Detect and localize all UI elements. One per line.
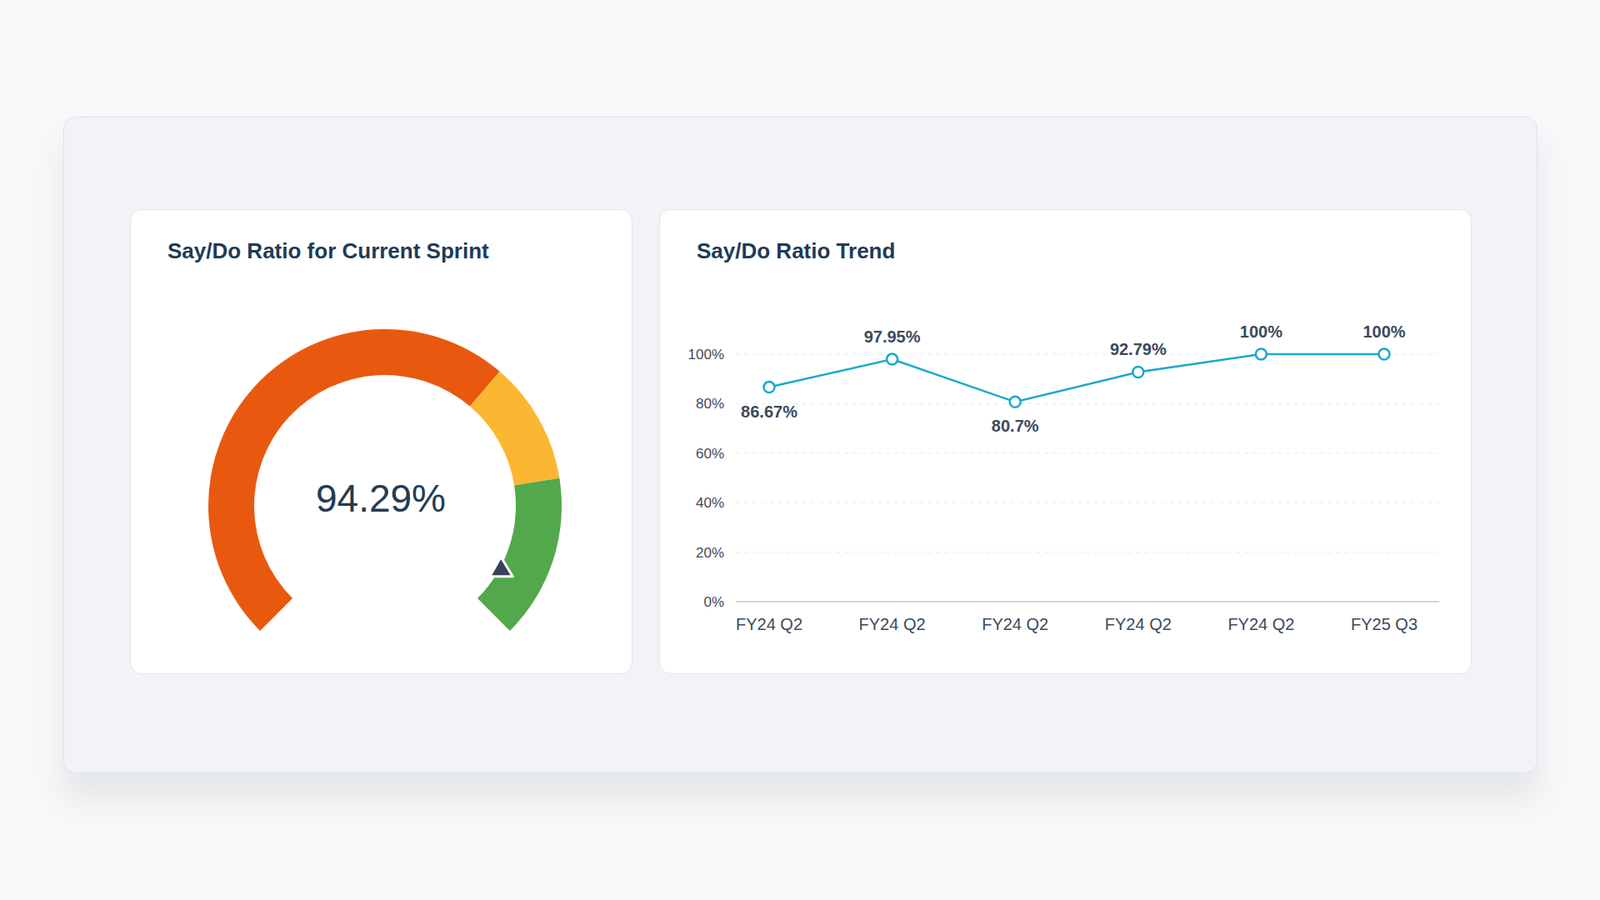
svg-text:FY24 Q2: FY24 Q2 [859,615,926,634]
svg-text:40%: 40% [695,495,725,511]
svg-text:80.7%: 80.7% [991,416,1040,435]
svg-text:FY24 Q2: FY24 Q2 [735,615,803,634]
svg-text:92.79%: 92.79% [1110,340,1167,359]
html-text:Say/Do Ratio for Current Sprin: Say/Do Ratio for Current Sprint [167,238,489,264]
svg-text:FY25 Q3: FY25 Q3 [1350,615,1418,634]
svg-text:80%: 80% [695,395,725,412]
svg-text:20%: 20% [695,545,725,561]
svg-text:100%: 100% [1362,322,1405,341]
svg-text:60%: 60% [695,445,725,462]
svg-text:100%: 100% [1240,322,1283,341]
html-text:94.29%: 94.29% [315,476,446,520]
svg-text:97.95%: 97.95% [864,327,921,346]
svg-text:100%: 100% [688,346,725,363]
svg-text:FY24 Q2: FY24 Q2 [981,615,1049,634]
svg-text:FY24 Q2: FY24 Q2 [1227,615,1295,634]
html-text:Say/Do Ratio Trend: Say/Do Ratio Trend [696,238,896,264]
svg-text:0%: 0% [703,594,725,610]
svg-text:86.67%: 86.67% [740,402,798,421]
svg-text:FY24 Q2: FY24 Q2 [1105,615,1172,634]
